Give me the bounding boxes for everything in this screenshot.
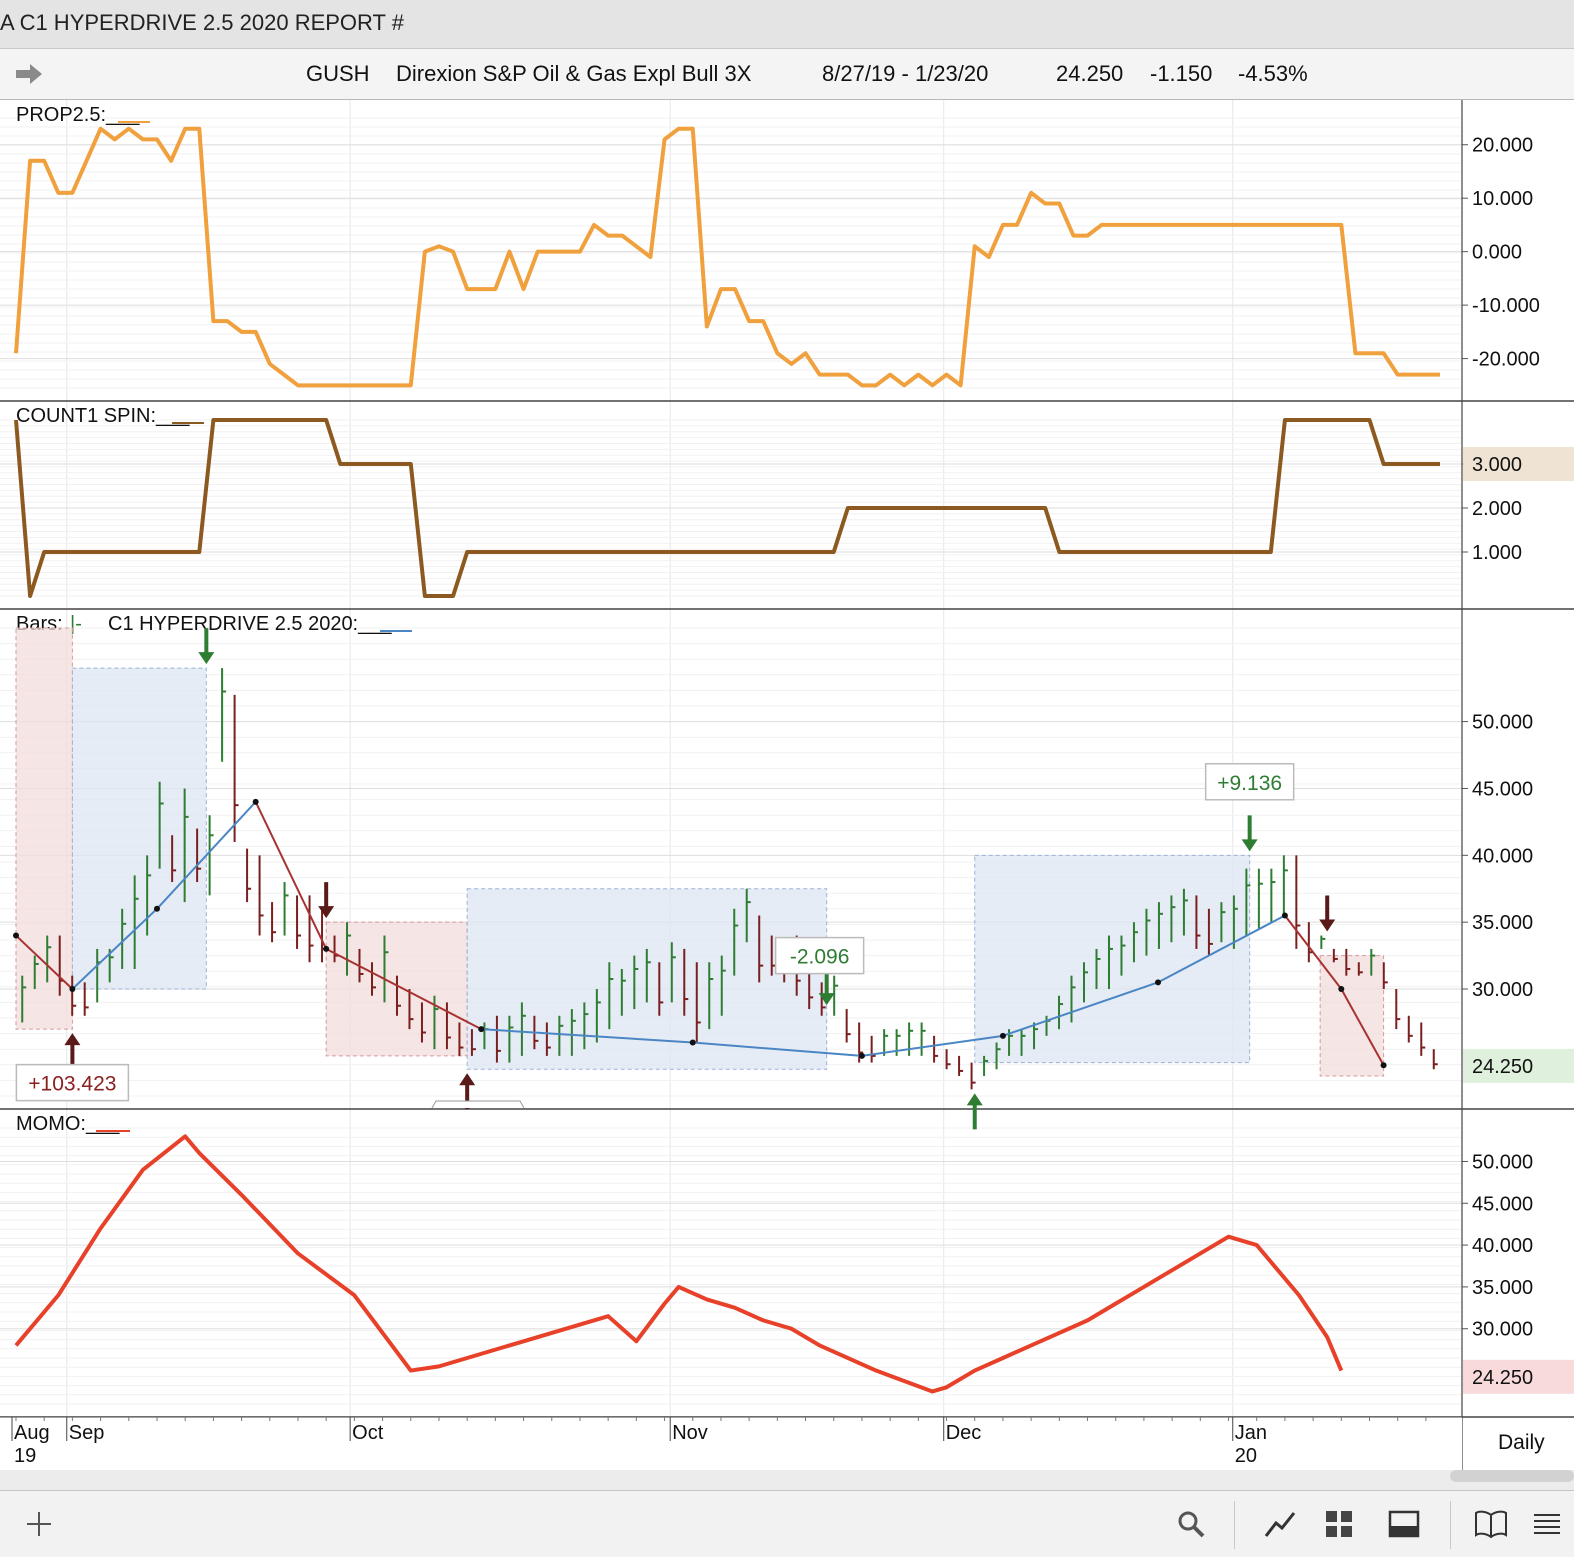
- hyperdrive-pivot-dot: [253, 799, 259, 805]
- last-price: 24.250: [1056, 61, 1123, 87]
- trade-result-label: +103.423: [28, 1073, 116, 1096]
- trade-result-label: -2.096: [790, 946, 850, 969]
- hyperdrive-pivot-dot: [69, 986, 75, 992]
- symbol-label: GUSH: [306, 61, 370, 87]
- y-tick-label: 30.000: [1472, 979, 1533, 1001]
- y-tick-label: 2.000: [1472, 498, 1522, 520]
- window-title: A C1 HYPERDRIVE 2.5 2020 REPORT #: [0, 10, 404, 36]
- window-titlebar: A C1 HYPERDRIVE 2.5 2020 REPORT #: [0, 0, 1574, 49]
- hyperdrive-pivot-dot: [323, 946, 329, 952]
- price-change: -1.150: [1150, 61, 1212, 87]
- y-tick-label: 35.000: [1472, 1277, 1533, 1299]
- y-tick-label: 10.000: [1472, 188, 1533, 210]
- y-tick-label: 50.000: [1472, 1151, 1533, 1173]
- hyperdrive-pivot-dot: [1282, 912, 1288, 918]
- y-tick-label: 1.000: [1472, 542, 1522, 564]
- search-icon[interactable]: [1176, 1509, 1206, 1539]
- month-label: Nov: [672, 1422, 708, 1444]
- chart-canvas[interactable]: 20.000 10.000 0.000 -10.000 -20.000 3.000 2.00…: [0, 100, 1574, 1470]
- y-tick-label: -20.000: [1472, 349, 1540, 371]
- y-tick-label: 35.000: [1472, 912, 1533, 934]
- hyperdrive-pivot-dot: [13, 933, 19, 939]
- hyperdrive-pivot-dot: [1155, 979, 1161, 985]
- month-label: Oct: [352, 1422, 384, 1444]
- pane-drag-handle: [432, 1101, 524, 1108]
- last-value-label: 24.250: [1472, 1367, 1533, 1389]
- hyperdrive-title: C1 HYPERDRIVE 2.5 2020:___: [108, 613, 392, 635]
- hyperdrive-pivot-dot: [859, 1053, 865, 1059]
- hyperdrive-pivot-dot: [478, 1026, 484, 1032]
- horizontal-scrollbar[interactable]: [1450, 1470, 1574, 1482]
- plus-icon[interactable]: [24, 1509, 54, 1539]
- month-label: Dec: [946, 1422, 982, 1444]
- toolbar-separator: [1450, 1501, 1451, 1549]
- y-tick-label: 50.000: [1472, 712, 1533, 734]
- date-range: 8/27/19 - 1/23/20: [822, 61, 988, 87]
- y-tick-label: 45.000: [1472, 778, 1533, 800]
- year-label: 20: [1235, 1445, 1257, 1467]
- y-tick-label: 40.000: [1472, 845, 1533, 867]
- y-tick-label: 40.000: [1472, 1235, 1533, 1257]
- chart-line-icon[interactable]: [1264, 1509, 1296, 1539]
- month-label: Jan: [1235, 1422, 1267, 1444]
- hyperdrive-pivot-dot: [1381, 1062, 1387, 1068]
- y-tick-label: -10.000: [1472, 295, 1540, 317]
- bottom-toolbar: [0, 1490, 1574, 1557]
- last-value-label: 3.000: [1472, 454, 1522, 476]
- grid-icon[interactable]: [1324, 1509, 1354, 1539]
- hyperdrive-pivot-dot: [690, 1040, 696, 1046]
- period-selector[interactable]: Daily: [1498, 1431, 1545, 1455]
- trade-result-label: +9.136: [1217, 772, 1282, 795]
- price-change-pct: -4.53%: [1238, 61, 1308, 87]
- y-tick-label: 20.000: [1472, 135, 1533, 157]
- instrument-name: Direxion S&P Oil & Gas Expl Bull 3X: [396, 61, 751, 87]
- count-pane-title: COUNT1 SPIN:___: [16, 405, 190, 427]
- year-label: 19: [14, 1445, 36, 1467]
- panel-icon[interactable]: [1388, 1509, 1420, 1539]
- y-tick-label: 30.000: [1472, 1319, 1533, 1341]
- month-label: Sep: [69, 1422, 105, 1444]
- last-value-label: 24.250: [1472, 1056, 1533, 1078]
- y-tick-label: 45.000: [1472, 1193, 1533, 1215]
- chart-info-bar: GUSH Direxion S&P Oil & Gas Expl Bull 3X…: [0, 49, 1574, 100]
- hyperdrive-pivot-dot: [154, 906, 160, 912]
- blue-signal-box: [72, 668, 206, 989]
- menu-icon[interactable]: [1532, 1509, 1562, 1539]
- hyperdrive-pivot-dot: [1000, 1033, 1006, 1039]
- red-signal-box: [16, 628, 72, 1029]
- y-tick-label: 0.000: [1472, 242, 1522, 264]
- chart-area[interactable]: 20.000 10.000 0.000 -10.000 -20.000 3.000 2.00…: [0, 100, 1574, 1470]
- hyperdrive-pivot-dot: [1338, 986, 1344, 992]
- month-label: Aug: [14, 1422, 50, 1444]
- book-icon[interactable]: [1474, 1509, 1508, 1539]
- toolbar-separator: [1234, 1501, 1235, 1549]
- forward-arrow-icon[interactable]: [14, 61, 44, 87]
- chart-background: [0, 100, 1574, 1416]
